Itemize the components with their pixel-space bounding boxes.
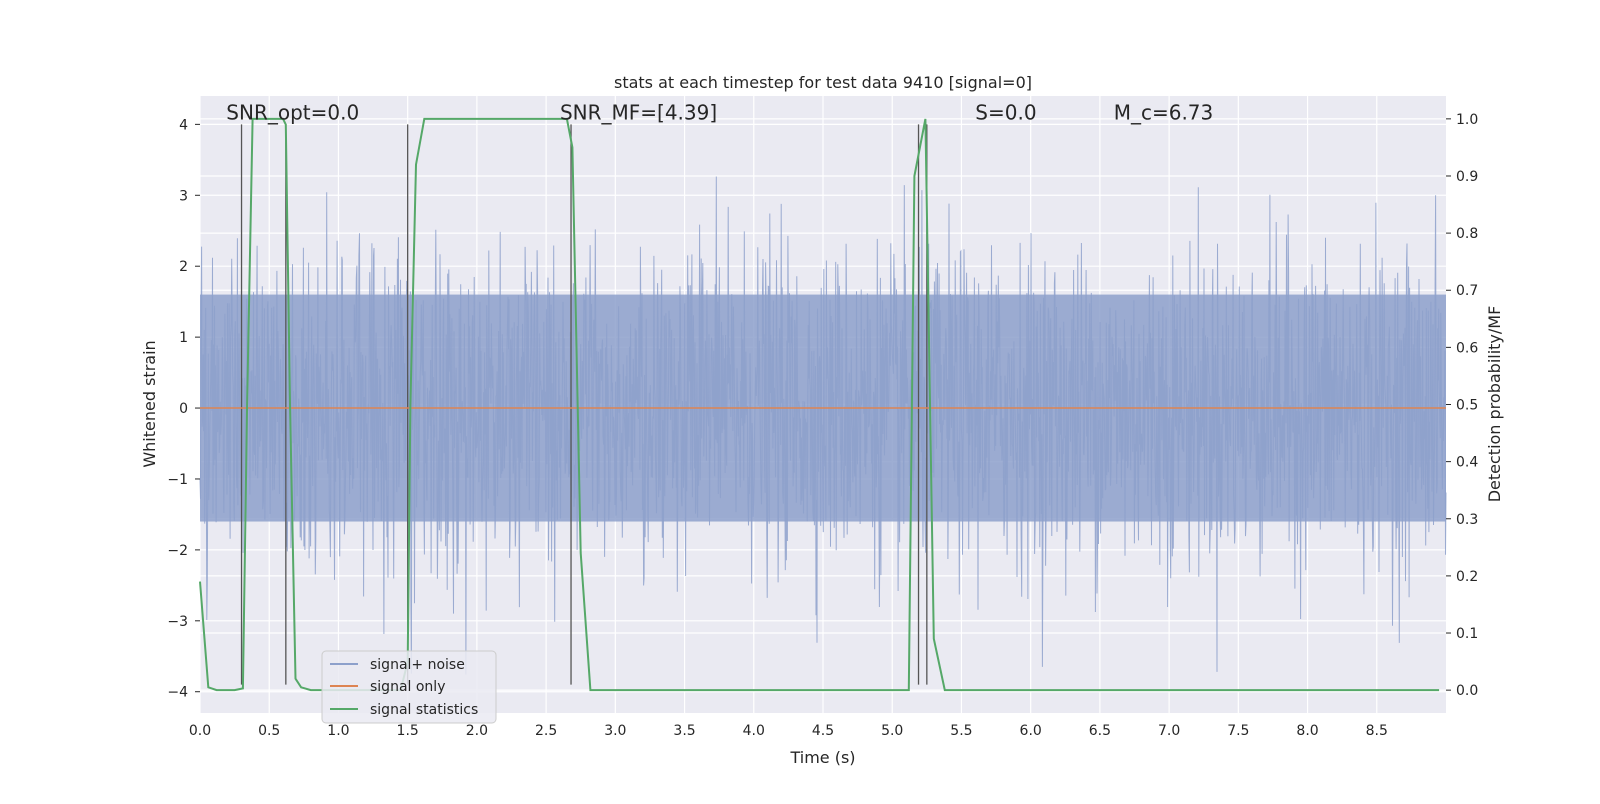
x-tick-label: 4.0 — [743, 723, 765, 739]
legend-label-signal-noise: signal+ noise — [370, 657, 465, 673]
y2-axis-label: Detection probability/MF — [1485, 306, 1504, 503]
x-tick-label: 7.0 — [1158, 723, 1180, 739]
annotation-s-value: S=0.0 — [975, 100, 1036, 124]
x-tick-label: 8.5 — [1366, 723, 1388, 739]
y2-tick-label: 0.1 — [1456, 626, 1478, 642]
legend-box — [321, 650, 497, 724]
y-tick-label: 1 — [179, 330, 188, 346]
y-tick-label: −1 — [167, 472, 188, 488]
x-tick-label: 5.0 — [881, 723, 903, 739]
y2-tick-label: 0.2 — [1456, 569, 1478, 585]
y2-tick-label: 0.0 — [1456, 683, 1478, 699]
y2-tick-label: 0.6 — [1456, 340, 1478, 356]
y-tick-label: −4 — [167, 685, 188, 701]
y2-tick-label: 0.3 — [1456, 512, 1478, 528]
legend-label-signal-only: signal only — [370, 679, 445, 695]
annotations: SNR_opt=0.0 SNR_MF=[4.39] S=0.0 M_c=6.73 — [226, 100, 1213, 124]
x-tick-label: 0.5 — [258, 723, 280, 739]
y-tick-label: −2 — [167, 543, 188, 559]
legend-label-signal-statistics: signal statistics — [370, 702, 478, 718]
y-axis-label: Whitened strain — [140, 340, 159, 467]
y2-tick-label: 0.7 — [1456, 283, 1478, 299]
y2-tick-label: 0.4 — [1456, 455, 1478, 471]
x-tick-label: 2.5 — [535, 723, 557, 739]
x-tick-label: 0.0 — [189, 723, 211, 739]
x-tick-label: 1.0 — [327, 723, 349, 739]
x-tick-label: 6.5 — [1089, 723, 1111, 739]
annotation-mc-value: M_c=6.73 — [1114, 100, 1214, 124]
x-axis-label: Time (s) — [789, 748, 855, 767]
y-tick-label: 2 — [179, 259, 188, 275]
tick-labels: 0.0 0.5 1.0 1.5 2.0 2.5 3.0 3.5 4.0 4.5 5.0 5.5 6.0 6… — [167, 112, 1478, 739]
x-tick-label: 5.5 — [950, 723, 972, 739]
y2-tick-label: 1.0 — [1456, 112, 1478, 128]
x-tick-label: 6.0 — [1020, 723, 1042, 739]
y-tick-label: 0 — [179, 401, 188, 417]
legend: signal+ noise signal only signal statist… — [321, 650, 497, 724]
event-lines — [240, 124, 928, 685]
x-tick-label: 8.0 — [1296, 723, 1318, 739]
x-tick-label: 1.5 — [397, 723, 419, 739]
x-tick-label: 7.5 — [1227, 723, 1249, 739]
y-tick-label: −3 — [167, 614, 188, 630]
annotation-snr-opt: SNR_opt=0.0 — [226, 100, 359, 124]
chart-title: stats at each timestep for test data 941… — [614, 73, 1032, 92]
x-tick-label: 3.0 — [604, 723, 626, 739]
y2-tick-label: 0.5 — [1456, 398, 1478, 414]
x-tick-label: 3.5 — [673, 723, 695, 739]
annotation-snr-mf: SNR_MF=[4.39] — [560, 100, 717, 124]
x-tick-label: 4.5 — [812, 723, 834, 739]
y-tick-label: 4 — [179, 117, 188, 133]
x-tick-label: 2.0 — [466, 723, 488, 739]
y-tick-label: 3 — [179, 188, 188, 204]
y2-tick-label: 0.8 — [1456, 226, 1478, 242]
y2-tick-label: 0.9 — [1456, 169, 1478, 185]
